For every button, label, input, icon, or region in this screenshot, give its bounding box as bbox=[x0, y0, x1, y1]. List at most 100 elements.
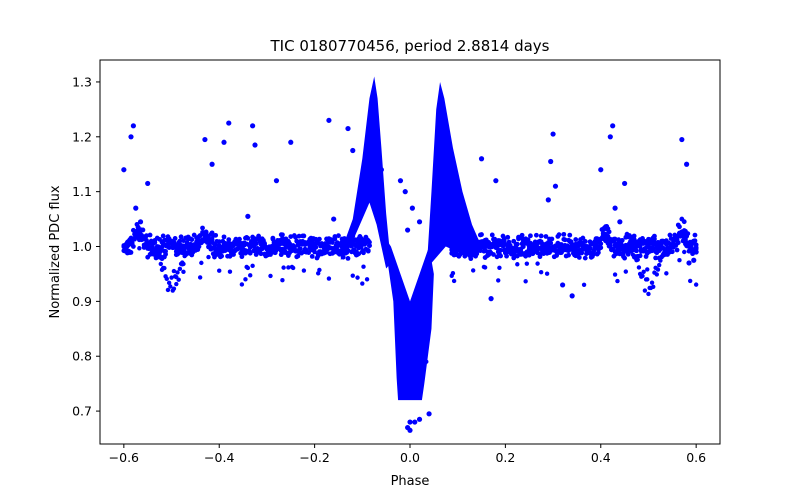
data-point bbox=[631, 236, 637, 242]
data-point bbox=[549, 236, 555, 242]
data-point bbox=[168, 284, 173, 289]
data-point bbox=[548, 158, 554, 165]
data-point bbox=[488, 296, 494, 302]
data-point bbox=[645, 267, 650, 272]
x-axis-ticks: −0.6 −0.4 −0.2 0.0 0.2 0.4 0.6 bbox=[109, 444, 706, 465]
data-point bbox=[277, 241, 283, 247]
data-point bbox=[227, 269, 233, 274]
data-point bbox=[245, 265, 251, 271]
data-point bbox=[615, 278, 620, 284]
data-point bbox=[652, 236, 657, 242]
data-point bbox=[623, 269, 629, 274]
x-tick-label: 0.4 bbox=[591, 450, 611, 465]
data-point bbox=[651, 284, 656, 290]
data-point bbox=[533, 232, 539, 238]
data-point bbox=[336, 233, 341, 239]
x-tick-label: 0.0 bbox=[400, 450, 420, 465]
data-point bbox=[213, 232, 219, 238]
data-band bbox=[426, 81, 482, 269]
data-point bbox=[669, 249, 675, 255]
data-point bbox=[176, 277, 181, 282]
y-tick-label: 0.9 bbox=[72, 294, 92, 309]
data-point bbox=[525, 237, 531, 243]
data-point bbox=[470, 268, 476, 273]
data-point bbox=[171, 286, 177, 291]
data-point bbox=[677, 224, 682, 230]
data-point bbox=[691, 257, 697, 263]
data-point bbox=[612, 205, 618, 211]
data-point bbox=[612, 236, 618, 242]
data-point bbox=[635, 257, 640, 262]
data-point bbox=[412, 376, 418, 381]
data-point bbox=[634, 248, 639, 254]
data-point bbox=[416, 219, 423, 225]
y-tick-label: 1.1 bbox=[72, 184, 92, 199]
data-point bbox=[202, 136, 208, 143]
data-point bbox=[147, 232, 153, 238]
data-point bbox=[561, 231, 567, 237]
data-point bbox=[654, 272, 660, 277]
data-point bbox=[301, 268, 307, 273]
data-point bbox=[140, 227, 146, 233]
data-point bbox=[479, 232, 484, 237]
data-point bbox=[641, 269, 646, 274]
data-point bbox=[693, 282, 699, 287]
data-point bbox=[675, 240, 681, 246]
data-point bbox=[566, 252, 571, 258]
data-point bbox=[361, 264, 366, 269]
data-point bbox=[237, 236, 242, 242]
data-point bbox=[489, 232, 495, 238]
data-point bbox=[617, 219, 623, 225]
data-point bbox=[360, 281, 365, 286]
data-point bbox=[280, 278, 285, 283]
data-point bbox=[619, 237, 625, 243]
data-point bbox=[216, 239, 222, 245]
data-point bbox=[181, 269, 186, 275]
x-tick-label: 0.2 bbox=[495, 450, 515, 465]
data-point bbox=[312, 249, 318, 255]
data-point bbox=[248, 273, 253, 278]
y-tick-label: 0.7 bbox=[72, 404, 92, 419]
data-point bbox=[403, 388, 408, 393]
data-point bbox=[677, 258, 682, 263]
data-point bbox=[450, 270, 456, 276]
data-point bbox=[280, 232, 285, 238]
data-point bbox=[367, 243, 372, 249]
data-point bbox=[548, 240, 554, 246]
data-point bbox=[405, 227, 411, 233]
data-point bbox=[243, 277, 248, 282]
data-point bbox=[345, 125, 351, 132]
data-point bbox=[133, 205, 139, 211]
data-point bbox=[330, 240, 335, 245]
data-point bbox=[693, 245, 699, 250]
data-point bbox=[646, 291, 651, 297]
data-point bbox=[645, 277, 650, 282]
x-axis-label: Phase bbox=[391, 474, 430, 489]
data-point bbox=[162, 265, 167, 271]
data-point bbox=[226, 237, 232, 243]
data-point bbox=[664, 271, 669, 276]
data-point bbox=[455, 194, 461, 200]
data-point bbox=[524, 261, 530, 266]
data-point bbox=[258, 251, 264, 257]
data-point bbox=[674, 247, 680, 253]
data-point bbox=[174, 281, 179, 287]
data-point bbox=[535, 261, 540, 266]
data-point bbox=[631, 233, 637, 239]
data-point bbox=[420, 293, 425, 299]
data-point bbox=[655, 267, 661, 272]
data-point bbox=[493, 178, 499, 184]
x-tick-label: 0.6 bbox=[686, 450, 706, 465]
data-point bbox=[317, 267, 322, 273]
data-point bbox=[294, 238, 300, 244]
data-point bbox=[281, 265, 286, 270]
data-point bbox=[196, 244, 202, 250]
data-point bbox=[158, 248, 164, 254]
data-point bbox=[496, 278, 501, 283]
data-point bbox=[403, 362, 409, 368]
data-point bbox=[145, 180, 151, 187]
data-point bbox=[169, 275, 174, 280]
data-point bbox=[252, 236, 258, 242]
data-point bbox=[424, 359, 429, 364]
data-point bbox=[250, 263, 255, 269]
